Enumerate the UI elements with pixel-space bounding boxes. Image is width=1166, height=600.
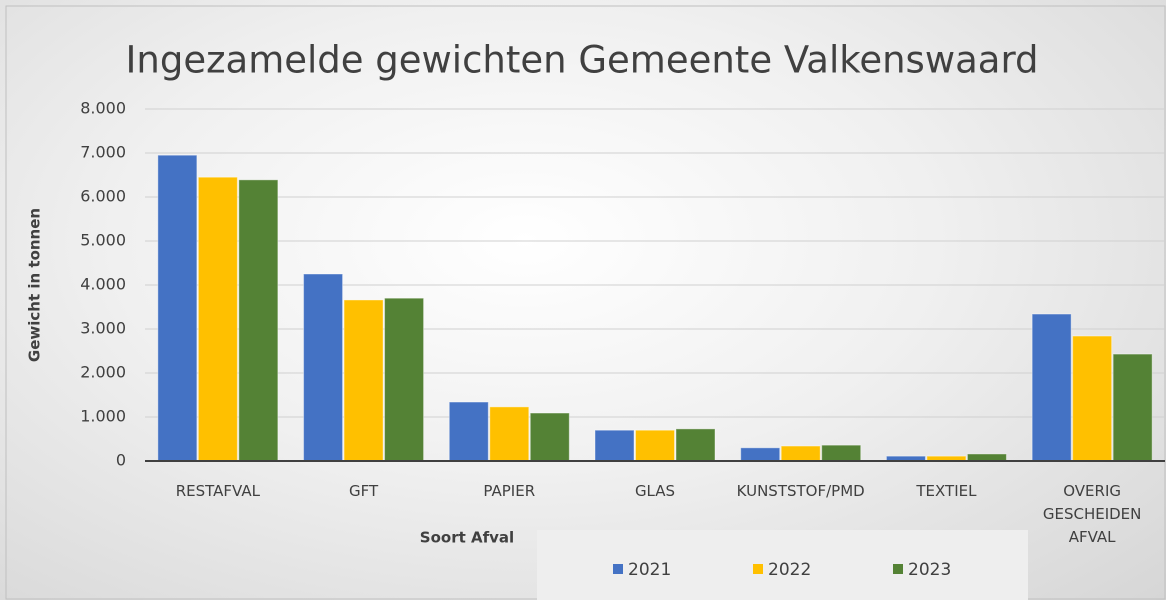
bar bbox=[1112, 353, 1153, 462]
x-tick-label: RESTAFVAL bbox=[175, 482, 260, 500]
y-tick-label: 5.000 bbox=[80, 231, 126, 250]
bar bbox=[343, 299, 384, 462]
x-tick-label: PAPIER bbox=[483, 482, 536, 500]
x-tick-label: TEXTIEL bbox=[916, 482, 977, 500]
bar bbox=[740, 447, 781, 462]
bar bbox=[529, 412, 570, 462]
legend-label: 2022 bbox=[768, 560, 811, 580]
bar bbox=[966, 453, 1007, 462]
y-tick-label: 8.000 bbox=[80, 99, 126, 118]
y-tick-label: 6.000 bbox=[80, 187, 126, 206]
bar bbox=[594, 429, 635, 462]
bar bbox=[780, 445, 821, 462]
y-tick-label: 1.000 bbox=[80, 407, 126, 426]
bar bbox=[821, 444, 862, 462]
x-tick-label: GLAS bbox=[634, 482, 676, 500]
bar bbox=[303, 273, 344, 462]
y-axis-title: Gewicht in tonnen bbox=[26, 208, 44, 362]
bar bbox=[384, 297, 425, 462]
y-tick-label: 4.000 bbox=[80, 275, 126, 294]
legend-label: 2021 bbox=[628, 560, 671, 580]
bar bbox=[489, 406, 530, 462]
bar bbox=[157, 154, 198, 462]
bar bbox=[1072, 335, 1113, 462]
x-tick-label: OVERIG GESCHEIDEN AFVAL bbox=[1042, 482, 1142, 546]
legend-label: 2023 bbox=[908, 560, 951, 580]
legend-swatch bbox=[893, 564, 903, 574]
y-tick-label: 0 bbox=[116, 451, 126, 470]
bar bbox=[635, 429, 675, 462]
x-tick-label: GFT bbox=[348, 482, 379, 500]
bar bbox=[238, 179, 279, 462]
x-axis-title: Soort Afval bbox=[420, 529, 514, 547]
bar bbox=[197, 176, 238, 462]
chart-title: Ingezamelde gewichten Gemeente Valkenswa… bbox=[125, 39, 1038, 82]
y-tick-label: 7.000 bbox=[80, 143, 126, 162]
x-tick-label: KUNSTSTOF/PMD bbox=[736, 482, 865, 500]
legend-swatch bbox=[753, 564, 763, 574]
bar bbox=[448, 401, 489, 462]
bar bbox=[1031, 313, 1072, 462]
y-tick-label: 2.000 bbox=[80, 363, 126, 382]
legend-swatch bbox=[613, 564, 623, 574]
bar bbox=[675, 428, 716, 462]
y-tick-label: 3.000 bbox=[80, 319, 126, 338]
